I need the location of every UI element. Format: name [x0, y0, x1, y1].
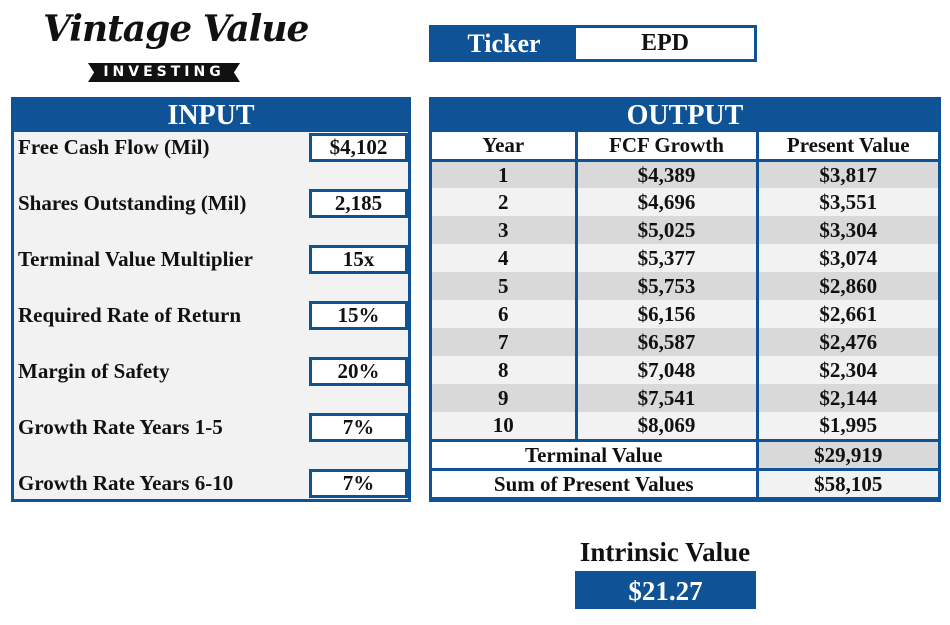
output-panel: OUTPUT Year FCF Growth Present Value 1 $4…	[429, 97, 941, 502]
output-table: Year FCF Growth Present Value 1 $4,389 $3,…	[432, 132, 938, 497]
year-cell: 6	[432, 300, 576, 328]
column-header-fcf-growth: FCF Growth	[574, 132, 757, 162]
table-row: 9 $7,541 $2,144	[432, 384, 938, 412]
input-value-field[interactable]: 20%	[309, 357, 408, 386]
terminal-value-label: Terminal Value	[432, 438, 757, 469]
input-row: Free Cash Flow (Mil) $4,102	[14, 132, 408, 162]
present-value-cell: $2,860	[755, 272, 938, 300]
present-value-cell: $3,304	[755, 216, 938, 244]
input-row: Shares Outstanding (Mil) 2,185	[14, 188, 408, 218]
input-value-field[interactable]: 7%	[309, 413, 408, 442]
input-label: Terminal Value Multiplier	[18, 247, 253, 271]
present-value-cell: $2,661	[755, 300, 938, 328]
input-title: INPUT	[167, 100, 255, 131]
year-cell: 10	[432, 412, 576, 440]
intrinsic-value-label: Intrinsic Value	[579, 537, 751, 567]
year-cell: 8	[432, 356, 576, 384]
present-value-cell: $3,074	[755, 244, 938, 272]
year-cell: 7	[432, 328, 576, 356]
present-value-cell: $3,817	[755, 160, 938, 188]
sum-value: $58,105	[755, 467, 938, 497]
sum-value-label: Sum of Present Values	[432, 467, 757, 497]
input-label: Growth Rate Years 1-5	[18, 415, 223, 439]
column-header-year: Year	[432, 132, 576, 162]
present-value-cell: $2,476	[755, 328, 938, 356]
ticker-label: Ticker	[432, 28, 576, 59]
column-header-present-value: Present Value	[755, 132, 938, 162]
input-label: Growth Rate Years 6-10	[18, 471, 234, 495]
fcf-growth-cell: $7,541	[574, 384, 757, 412]
table-row: 5 $5,753 $2,860	[432, 272, 938, 300]
table-row: 6 $6,156 $2,661	[432, 300, 938, 328]
fcf-growth-cell: $8,069	[574, 412, 757, 440]
logo-band: INVESTING	[88, 63, 240, 82]
intrinsic-value: $21.27	[575, 571, 756, 609]
input-label: Shares Outstanding (Mil)	[18, 191, 247, 215]
input-row: Growth Rate Years 6-10 7%	[14, 468, 408, 498]
input-label: Required Rate of Return	[18, 303, 242, 327]
year-cell: 1	[432, 160, 576, 188]
input-row: Terminal Value Multiplier 15x	[14, 244, 408, 274]
fcf-growth-cell: $5,377	[574, 244, 757, 272]
input-label: Free Cash Flow (Mil)	[18, 135, 210, 159]
terminal-value: $29,919	[755, 438, 938, 469]
ticker-input[interactable]: EPD	[576, 28, 754, 59]
column-header-row: Year FCF Growth Present Value	[432, 132, 938, 162]
input-value-field[interactable]: 2,185	[309, 189, 408, 218]
ticker-field: Ticker EPD	[429, 25, 757, 62]
table-row: 1 $4,389 $3,817	[432, 160, 938, 188]
present-value-cell: $1,995	[755, 412, 938, 440]
output-title: OUTPUT	[626, 100, 744, 131]
input-value-field[interactable]: 7%	[309, 469, 408, 498]
logo: Vintage Value INVESTING	[40, 8, 309, 82]
fcf-growth-cell: $4,696	[574, 188, 757, 216]
table-row: 10 $8,069 $1,995	[432, 412, 938, 440]
year-cell: 5	[432, 272, 576, 300]
input-row: Growth Rate Years 1-5 7%	[14, 412, 408, 442]
input-panel: INPUT Free Cash Flow (Mil) $4,102 Shares O…	[11, 97, 411, 502]
table-row: 8 $7,048 $2,304	[432, 356, 938, 384]
year-cell: 9	[432, 384, 576, 412]
table-row: 7 $6,587 $2,476	[432, 328, 938, 356]
input-value-field[interactable]: 15%	[309, 301, 408, 330]
fcf-growth-cell: $5,753	[574, 272, 757, 300]
year-cell: 4	[432, 244, 576, 272]
input-value-field[interactable]: $4,102	[309, 133, 408, 162]
input-label: Margin of Safety	[18, 359, 170, 383]
fcf-growth-cell: $5,025	[574, 216, 757, 244]
present-value-cell: $2,144	[755, 384, 938, 412]
logo-script: Vintage Value	[43, 8, 309, 50]
fcf-growth-cell: $6,156	[574, 300, 757, 328]
year-cell: 3	[432, 216, 576, 244]
present-value-cell: $2,304	[755, 356, 938, 384]
year-cell: 2	[432, 188, 576, 216]
input-value-field[interactable]: 15x	[309, 245, 408, 274]
sum-value-row: Sum of Present Values $58,105	[432, 467, 938, 497]
table-row: 2 $4,696 $3,551	[432, 188, 938, 216]
terminal-value-row: Terminal Value $29,919	[432, 438, 938, 469]
table-row: 3 $5,025 $3,304	[432, 216, 938, 244]
fcf-growth-cell: $7,048	[574, 356, 757, 384]
present-value-cell: $3,551	[755, 188, 938, 216]
table-row: 4 $5,377 $3,074	[432, 244, 938, 272]
fcf-growth-cell: $4,389	[574, 160, 757, 188]
fcf-growth-cell: $6,587	[574, 328, 757, 356]
input-row: Margin of Safety 20%	[14, 356, 408, 386]
input-row: Required Rate of Return 15%	[14, 300, 408, 330]
